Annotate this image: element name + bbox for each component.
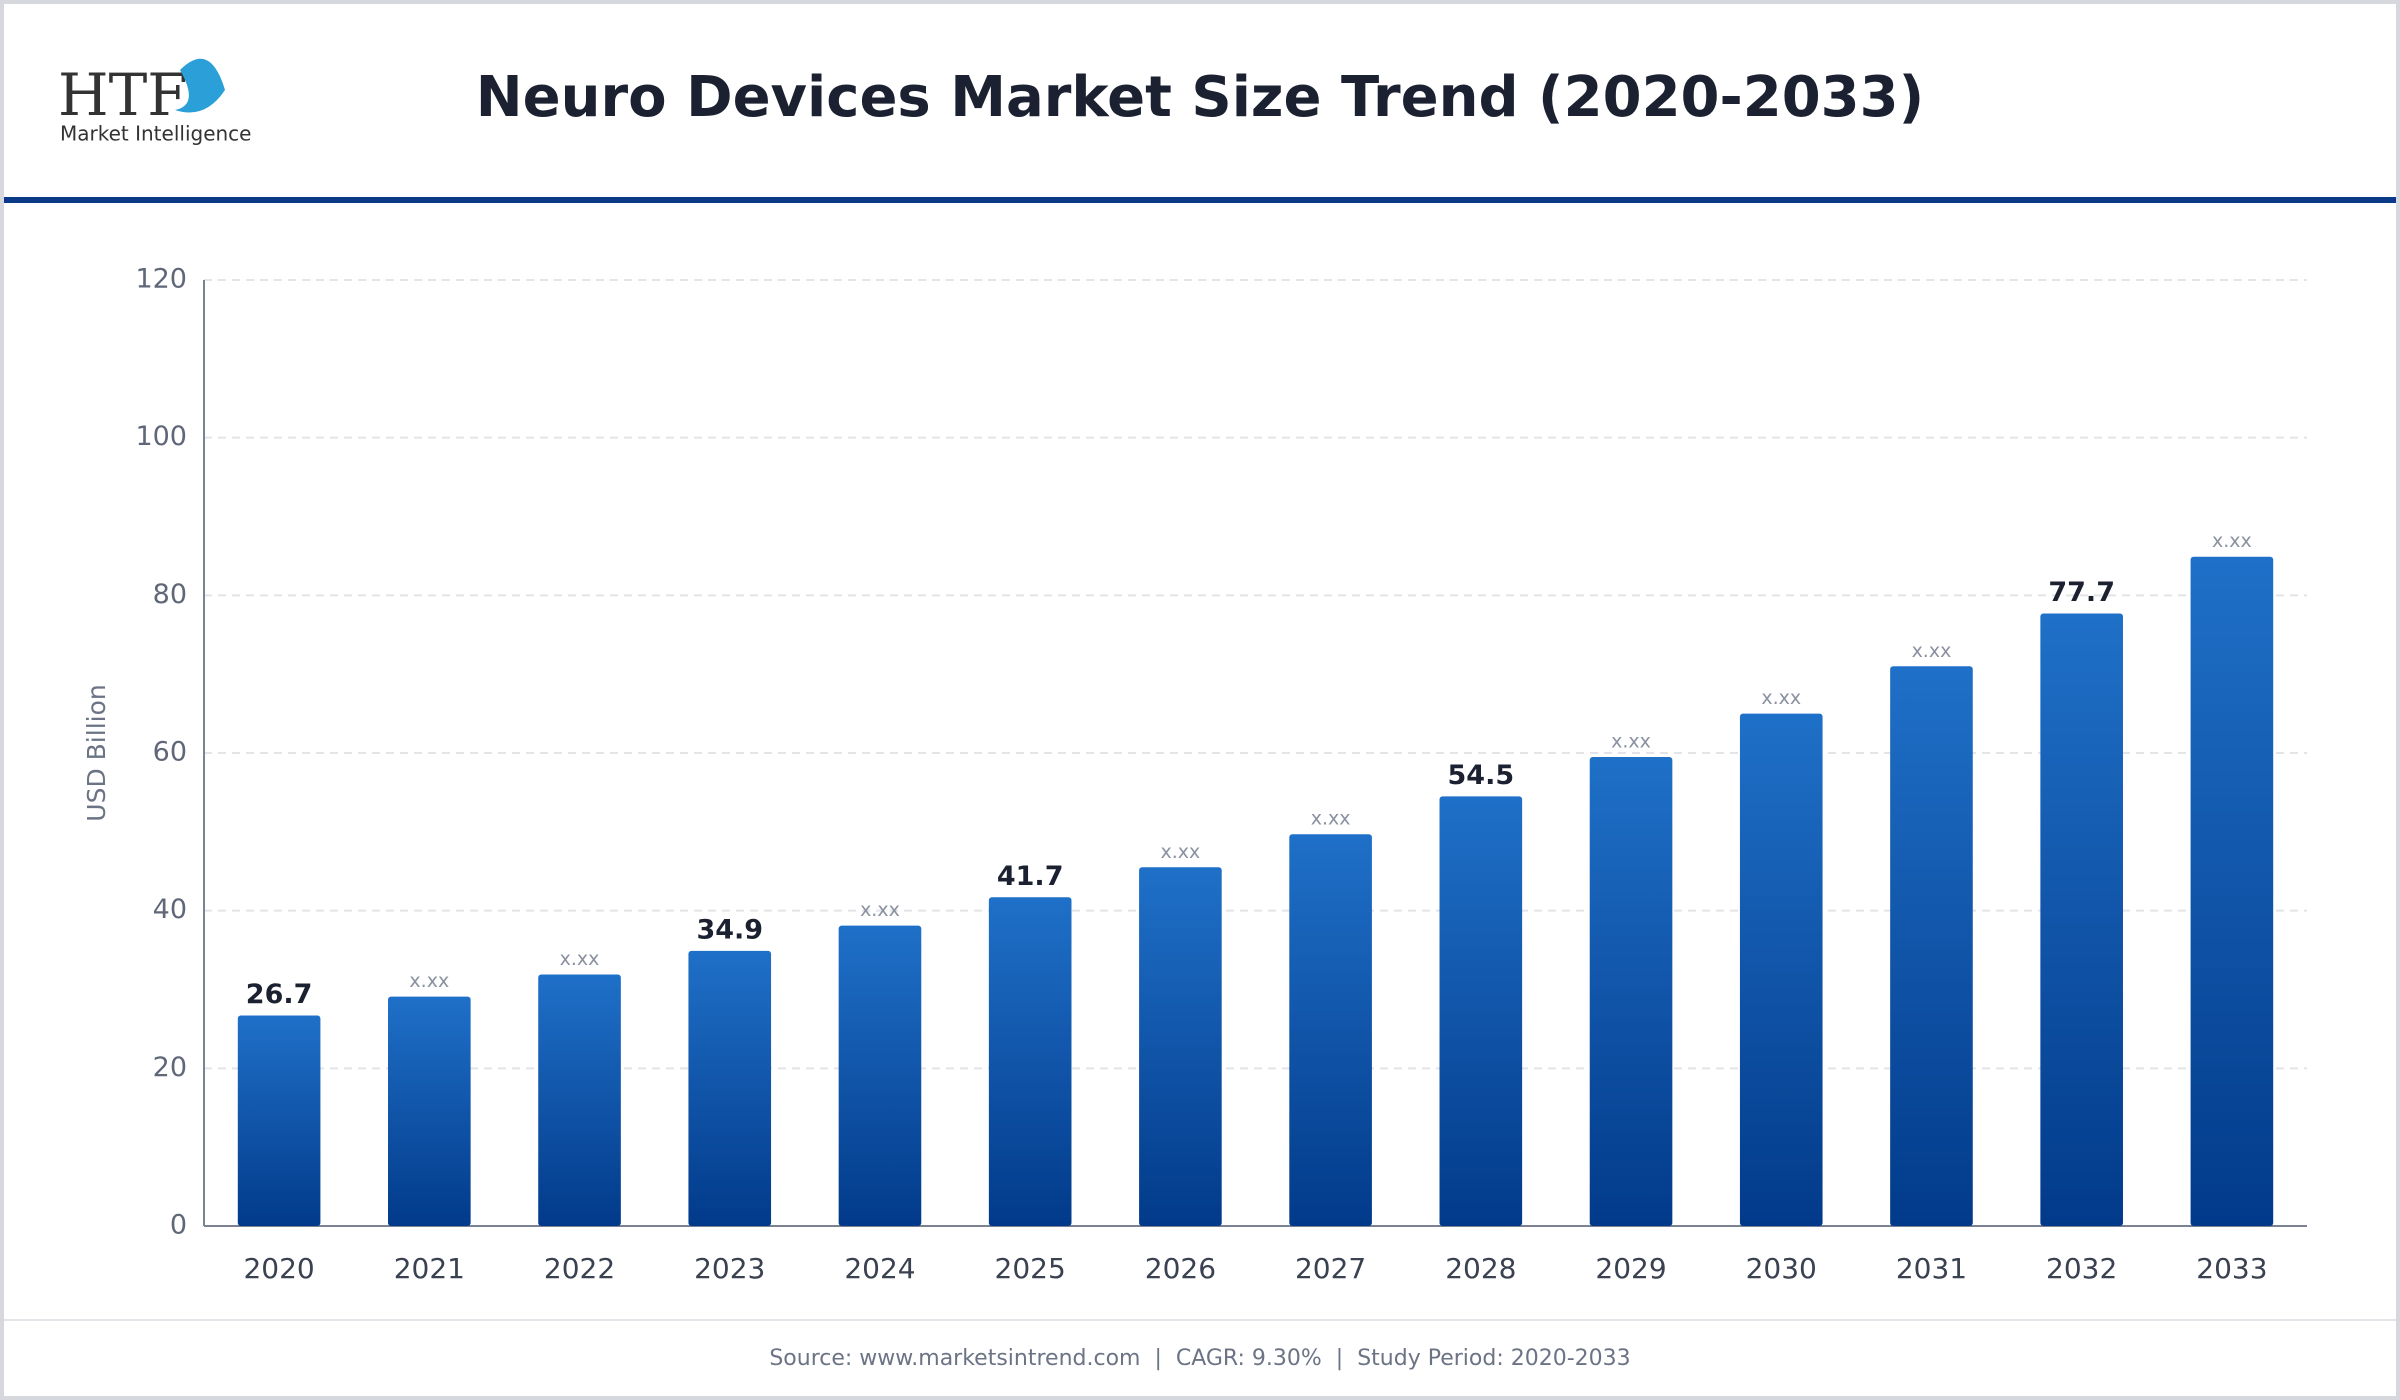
value-label: x.xx — [1611, 730, 1651, 752]
x-tick-label: 2031 — [1896, 1252, 1967, 1285]
logo: HTF Market Intelligence — [58, 58, 251, 146]
value-label: x.xx — [860, 899, 900, 921]
x-tick-label: 2020 — [243, 1252, 314, 1285]
bar — [237, 1015, 321, 1226]
value-label: x.xx — [1761, 687, 1801, 709]
bar — [688, 950, 772, 1226]
x-tick-label: 2032 — [2046, 1252, 2117, 1285]
bar — [538, 974, 621, 1226]
header-rule — [4, 197, 2396, 203]
x-tick-label: 2027 — [1295, 1252, 1366, 1285]
value-label: x.xx — [1311, 808, 1351, 830]
bar — [388, 996, 471, 1226]
x-tick-label: 2033 — [2196, 1252, 2267, 1285]
value-label: 34.9 — [696, 914, 763, 945]
value-label: 26.7 — [246, 979, 313, 1010]
logo-icon — [175, 58, 225, 113]
bar — [838, 925, 922, 1226]
value-label: x.xx — [1912, 640, 1952, 662]
y-tick-label: 120 — [135, 264, 187, 295]
logo-mark: HTF — [58, 61, 188, 129]
y-tick-label: 100 — [135, 421, 187, 452]
y-tick-label: 0 — [170, 1210, 187, 1241]
x-tick-label: 2024 — [844, 1252, 915, 1285]
value-label: x.xx — [409, 970, 449, 992]
bar — [1739, 713, 1823, 1226]
bar — [1139, 867, 1222, 1226]
x-tick-label: 2030 — [1746, 1252, 1817, 1285]
value-label: 77.7 — [2048, 577, 2115, 608]
x-tick-label: 2023 — [694, 1252, 765, 1285]
bar — [1289, 834, 1372, 1226]
bar — [2040, 613, 2123, 1226]
x-tick-label: 2028 — [1445, 1252, 1516, 1285]
y-tick-label: 60 — [153, 737, 187, 768]
x-tick-label: 2021 — [394, 1252, 465, 1285]
bar — [1890, 666, 1973, 1226]
bar — [988, 897, 1072, 1226]
bar — [1589, 756, 1673, 1226]
value-label: x.xx — [560, 948, 600, 970]
value-label: x.xx — [1161, 841, 1201, 863]
footer-source: Source: www.marketsintrend.com | CAGR: 9… — [769, 1346, 1630, 1371]
y-axis-label: USD Billion — [82, 684, 111, 821]
value-label: x.xx — [2212, 530, 2252, 552]
x-tick-label: 2022 — [544, 1252, 615, 1285]
x-tick-label: 2026 — [1145, 1252, 1216, 1285]
y-tick-label: 80 — [153, 579, 187, 610]
bar — [1439, 796, 1523, 1226]
x-tick-label: 2029 — [1595, 1252, 1666, 1285]
x-tick-label: 2025 — [995, 1252, 1066, 1285]
y-tick-label: 20 — [153, 1052, 187, 1083]
bar — [2190, 556, 2274, 1226]
value-label: 54.5 — [1448, 760, 1515, 791]
chart-title: Neuro Devices Market Size Trend (2020-20… — [476, 65, 1924, 130]
y-tick-label: 40 — [153, 894, 187, 925]
value-label: 41.7 — [997, 861, 1064, 892]
logo-subtitle: Market Intelligence — [60, 122, 251, 146]
